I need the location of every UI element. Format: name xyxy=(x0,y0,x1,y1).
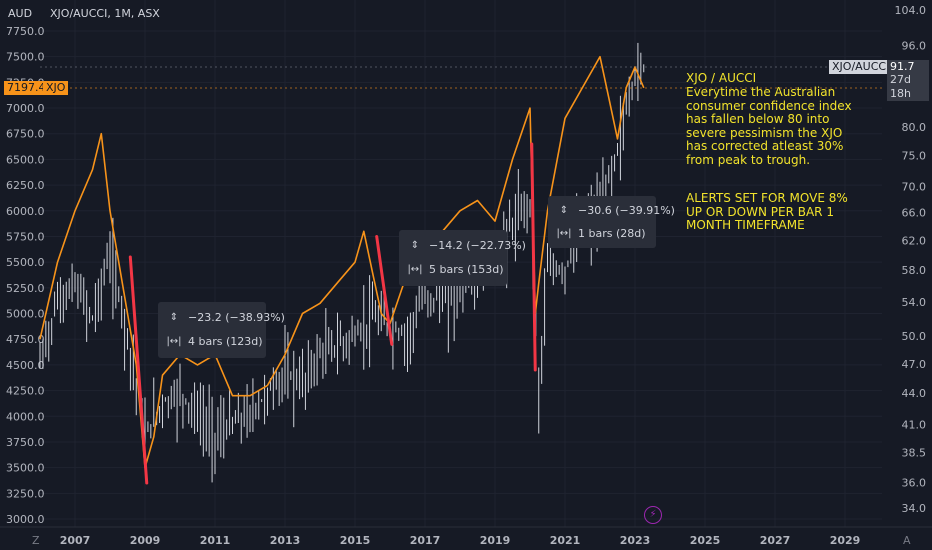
right-tick-label: 75.0 xyxy=(902,150,927,163)
left-tick-label: 6750.0 xyxy=(6,128,45,141)
measure-bars: 1 bars (28d) xyxy=(578,227,646,240)
left-tick-label: 4250.0 xyxy=(6,385,45,398)
left-tick-label: 6000.0 xyxy=(6,205,45,218)
currency-label: AUD xyxy=(8,7,33,20)
price-tag-value: 7197.4 xyxy=(4,81,49,95)
x-tick-label: 2017 xyxy=(410,534,441,547)
right-tick-label: 66.0 xyxy=(902,207,927,220)
x-tick-label: 2025 xyxy=(690,534,721,547)
right-tick-label: 41.0 xyxy=(902,419,927,432)
symbol-title[interactable]: XJO/AUCCI, 1M, ASX xyxy=(50,7,160,20)
x-tick-label: 2019 xyxy=(480,534,511,547)
auto-scale-button[interactable]: A xyxy=(903,534,911,547)
range-icon: ⇕ xyxy=(410,240,420,251)
price-tag-symbol: XJO xyxy=(43,81,69,95)
left-tick-label: 6250.0 xyxy=(6,179,45,192)
note-title: XJO / AUCCI xyxy=(686,71,757,85)
right-tick-label: 44.0 xyxy=(902,387,927,400)
measure-bars: 5 bars (153d) xyxy=(429,263,504,276)
x-tick-label: 2009 xyxy=(130,534,161,547)
right-tick-label: 70.0 xyxy=(902,180,927,193)
right-tick-label: 34.0 xyxy=(902,502,927,515)
drawdown-line xyxy=(128,255,149,485)
left-tick-label: 3250.0 xyxy=(6,487,45,500)
measure-box-3[interactable]: ⇕ −30.6 (−39.91%) |↔| 1 bars (28d) xyxy=(548,196,675,248)
left-tick-label: 4000.0 xyxy=(6,410,45,423)
measure-bars: 4 bars (123d) xyxy=(188,335,263,348)
x-tick-label: 2023 xyxy=(620,534,651,547)
x-tick-label: 2021 xyxy=(550,534,581,547)
zoom-button[interactable]: Z xyxy=(32,534,40,547)
left-tick-label: 7750.0 xyxy=(6,25,45,38)
right-tick-label: 58.0 xyxy=(902,264,927,277)
lightning-icon[interactable]: ⚡ xyxy=(644,506,662,524)
x-tick-label: 2011 xyxy=(200,534,231,547)
measure-change: −23.2 (−38.93%) xyxy=(188,311,285,324)
ratio-tag-value: 91.7 xyxy=(887,60,929,74)
right-tick-label: 96.0 xyxy=(902,40,927,53)
left-tick-label: 5250.0 xyxy=(6,282,45,295)
left-tick-label: 3750.0 xyxy=(6,436,45,449)
bars-icon: |↔| xyxy=(556,228,572,239)
left-tick-label: 5500.0 xyxy=(6,256,45,269)
right-tick-label: 36.0 xyxy=(902,477,927,490)
measure-box-2[interactable]: ⇕ −14.2 (−22.73%) |↔| 5 bars (153d) xyxy=(399,230,526,286)
right-tick-label: 54.0 xyxy=(902,296,927,309)
measure-change: −30.6 (−39.91%) xyxy=(578,204,675,217)
right-tick-label: 104.0 xyxy=(895,4,927,17)
bars-icon: |↔| xyxy=(166,336,182,347)
time-axis: 2007 2009 2011 2013 2015 2017 2019 2021 2023 2025… xyxy=(60,534,861,547)
left-tick-label: 5000.0 xyxy=(6,308,45,321)
ratio-tag-symbol: XJO/AUCCI xyxy=(829,60,893,74)
drawdown-line xyxy=(375,234,394,346)
left-price-axis: 7750.07500.07250.07000.06750.06500.06250… xyxy=(6,25,45,526)
left-tick-label: 5750.0 xyxy=(6,230,45,243)
left-tick-label: 4750.0 xyxy=(6,333,45,346)
range-icon: ⇕ xyxy=(559,205,569,216)
ratio-tag-countdown: 27d 18h xyxy=(887,73,929,101)
x-tick-label: 2027 xyxy=(760,534,791,547)
x-tick-label: 2007 xyxy=(60,534,91,547)
left-tick-label: 6500.0 xyxy=(6,153,45,166)
right-tick-label: 47.0 xyxy=(902,358,927,371)
note-alert: ALERTS SET FOR MOVE 8% UP OR DOWN PER BA… xyxy=(686,191,848,232)
right-tick-label: 38.5 xyxy=(902,447,927,460)
left-tick-label: 7500.0 xyxy=(6,51,45,64)
right-tick-label: 50.0 xyxy=(902,330,927,343)
drawdown-lines xyxy=(128,142,537,485)
measure-box-1[interactable]: ⇕ −23.2 (−38.93%) |↔| 4 bars (123d) xyxy=(158,302,285,358)
left-tick-label: 4500.0 xyxy=(6,359,45,372)
measure-change: −14.2 (−22.73%) xyxy=(429,239,526,252)
range-icon: ⇕ xyxy=(169,312,179,323)
left-tick-label: 3500.0 xyxy=(6,462,45,475)
right-tick-label: 62.0 xyxy=(902,234,927,247)
bars-icon: |↔| xyxy=(407,264,423,275)
x-tick-label: 2015 xyxy=(340,534,371,547)
x-tick-label: 2029 xyxy=(830,534,861,547)
x-tick-label: 2013 xyxy=(270,534,301,547)
left-tick-label: 3000.0 xyxy=(6,513,45,526)
right-tick-label: 80.0 xyxy=(902,121,927,134)
left-tick-label: 7000.0 xyxy=(6,102,45,115)
drawdown-line xyxy=(530,142,537,372)
note-body: Everytime the Australian consumer confid… xyxy=(686,85,852,167)
